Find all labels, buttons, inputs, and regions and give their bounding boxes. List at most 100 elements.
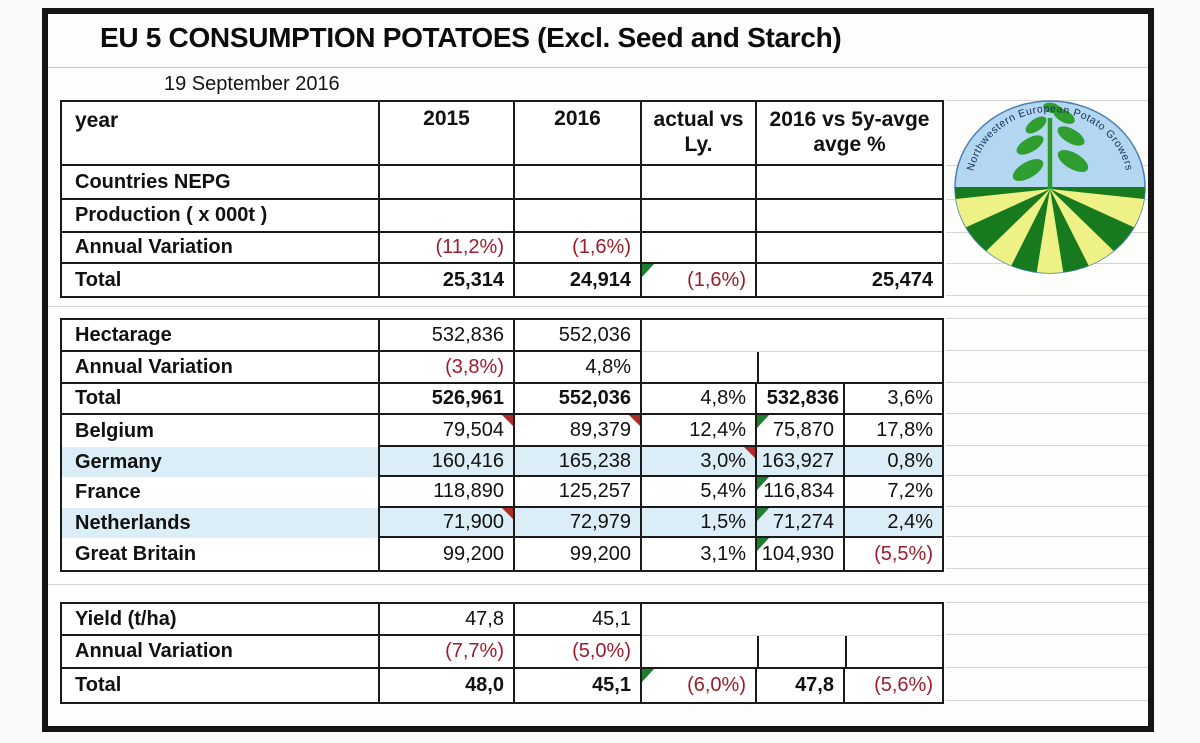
nepg-logo: Northwestern European Potato Growers bbox=[954, 100, 1146, 274]
cell-hectarage-total-vs-ly: 4,8% bbox=[642, 384, 757, 415]
cell-empty bbox=[380, 200, 515, 233]
cell-france-2015: 118,890 bbox=[380, 477, 515, 508]
cell-great-britain-5y-avge: 104,930 bbox=[757, 538, 845, 570]
cell-netherlands-vs-ly: 1,5% bbox=[642, 508, 757, 538]
row-label-hectarage: Hectarage bbox=[62, 320, 380, 352]
cell-germany-avge-pct: 0,8% bbox=[845, 447, 942, 477]
cell-production-total-2015: 25,314 bbox=[380, 264, 515, 296]
cell-hectarage-total-2015: 526,961 bbox=[380, 384, 515, 415]
cell-yield-annual-2016: (5,0%) bbox=[515, 636, 642, 669]
cell-belgium-2015: 79,504 bbox=[380, 415, 515, 447]
cell-production-annual-2015: (11,2%) bbox=[380, 233, 515, 264]
cell-empty bbox=[757, 200, 942, 233]
cell-empty bbox=[642, 320, 757, 352]
row-label-annual-variation-hectarage: Annual Variation bbox=[62, 352, 380, 384]
row-label-belgium: Belgium bbox=[62, 415, 380, 447]
cell-germany-2016: 165,238 bbox=[515, 447, 642, 477]
cell-yield-2015: 47,8 bbox=[380, 604, 515, 636]
cell-empty bbox=[845, 352, 942, 384]
logo-plant bbox=[1012, 102, 1089, 189]
cell-hectarage-total-2016: 552,036 bbox=[515, 384, 642, 415]
cell-france-avge-pct: 7,2% bbox=[845, 477, 942, 508]
row-label-yield: Yield (t/ha) bbox=[62, 604, 380, 636]
cell-empty bbox=[515, 200, 642, 233]
report-date: 19 September 2016 bbox=[164, 73, 340, 95]
cell-empty bbox=[642, 166, 757, 200]
cell-production-total-5y-avge: 25,474 bbox=[757, 264, 942, 296]
cell-production-annual-2016: (1,6%) bbox=[515, 233, 642, 264]
page-title: EU 5 CONSUMPTION POTATOES (Excl. Seed an… bbox=[100, 22, 842, 53]
row-label-production: Production ( x 000t ) bbox=[62, 200, 380, 233]
cell-yield-total-2016: 45,1 bbox=[515, 669, 642, 702]
row-label-great-britain: Great Britain bbox=[62, 538, 380, 570]
row-label-yield-total: Total bbox=[62, 669, 380, 702]
cell-empty bbox=[845, 320, 942, 352]
cell-empty bbox=[642, 636, 757, 669]
faint-gridline bbox=[946, 506, 1148, 507]
cell-hectarage-annual-2016: 4,8% bbox=[515, 352, 642, 384]
cell-netherlands-2016: 72,979 bbox=[515, 508, 642, 538]
cell-empty bbox=[757, 636, 845, 669]
faint-gridline bbox=[946, 602, 1148, 603]
cell-production-total-vs-ly: (1,6%) bbox=[642, 264, 757, 296]
faint-gridline bbox=[946, 318, 1148, 319]
faint-gridline bbox=[946, 568, 1148, 569]
cell-empty bbox=[757, 233, 942, 264]
row-label-france: France bbox=[62, 477, 380, 508]
cell-belgium-5y-avge: 75,870 bbox=[757, 415, 845, 447]
cell-yield-total-avge-pct: (5,6%) bbox=[845, 669, 942, 702]
cell-yield-total-2015: 48,0 bbox=[380, 669, 515, 702]
cell-empty bbox=[757, 604, 845, 636]
cell-great-britain-vs-ly: 3,1% bbox=[642, 538, 757, 570]
faint-gridline bbox=[946, 382, 1148, 383]
cell-france-5y-avge: 116,834 bbox=[757, 477, 845, 508]
cell-france-2016: 125,257 bbox=[515, 477, 642, 508]
row-label-countries-nepg: Countries NEPG bbox=[62, 166, 380, 200]
production-table: year 2015 2016 actual vs Ly. 2016 vs 5y-… bbox=[60, 100, 944, 298]
cell-production-total-2016: 24,914 bbox=[515, 264, 642, 296]
row-label-annual-variation-yield: Annual Variation bbox=[62, 636, 380, 669]
cell-empty bbox=[845, 604, 942, 636]
header-2016-vs-5y-avge: 2016 vs 5y-avge avge % bbox=[757, 102, 942, 166]
cell-empty bbox=[845, 636, 942, 669]
cell-empty bbox=[380, 166, 515, 200]
cell-hectarage-total-5y-avge: 532,836 bbox=[757, 384, 845, 415]
faint-gridline bbox=[946, 536, 1148, 537]
cell-germany-vs-ly: 3,0% bbox=[642, 447, 757, 477]
bordered-sheet: EU 5 CONSUMPTION POTATOES (Excl. Seed an… bbox=[42, 8, 1154, 732]
faint-gridline bbox=[946, 475, 1148, 476]
faint-gridline bbox=[946, 295, 1148, 296]
cell-belgium-2016: 89,379 bbox=[515, 415, 642, 447]
cell-great-britain-2015: 99,200 bbox=[380, 538, 515, 570]
cell-empty bbox=[642, 233, 757, 264]
cell-empty bbox=[515, 166, 642, 200]
header-2015: 2015 bbox=[380, 102, 515, 166]
logo-field-rays bbox=[955, 189, 1145, 273]
row-label-annual-variation-production: Annual Variation bbox=[62, 233, 380, 264]
cell-great-britain-avge-pct: (5,5%) bbox=[845, 538, 942, 570]
header-year: year bbox=[62, 102, 380, 166]
row-label-germany: Germany bbox=[62, 447, 380, 477]
header-2016: 2016 bbox=[515, 102, 642, 166]
cell-yield-2016: 45,1 bbox=[515, 604, 642, 636]
faint-gridline bbox=[48, 584, 1148, 585]
cell-netherlands-2015: 71,900 bbox=[380, 508, 515, 538]
faint-gridline bbox=[946, 350, 1148, 351]
cell-netherlands-5y-avge: 71,274 bbox=[757, 508, 845, 538]
faint-gridline bbox=[48, 306, 1148, 307]
cell-hectarage-total-avge-pct: 3,6% bbox=[845, 384, 942, 415]
row-label-production-total: Total bbox=[62, 264, 380, 296]
row-label-hectarage-total: Total bbox=[62, 384, 380, 415]
cell-france-vs-ly: 5,4% bbox=[642, 477, 757, 508]
row-label-netherlands: Netherlands bbox=[62, 508, 380, 538]
hectarage-table: Hectarage 532,836 552,036 Annual Variati… bbox=[60, 318, 944, 572]
faint-gridline bbox=[946, 413, 1148, 414]
cell-yield-total-5y-avge: 47,8 bbox=[757, 669, 845, 702]
cell-hectarage-2015: 532,836 bbox=[380, 320, 515, 352]
yield-table: Yield (t/ha) 47,8 45,1 Annual Variation … bbox=[60, 602, 944, 704]
cell-germany-2015: 160,416 bbox=[380, 447, 515, 477]
cell-empty bbox=[757, 352, 845, 384]
faint-gridline bbox=[946, 667, 1148, 668]
cell-hectarage-2016: 552,036 bbox=[515, 320, 642, 352]
